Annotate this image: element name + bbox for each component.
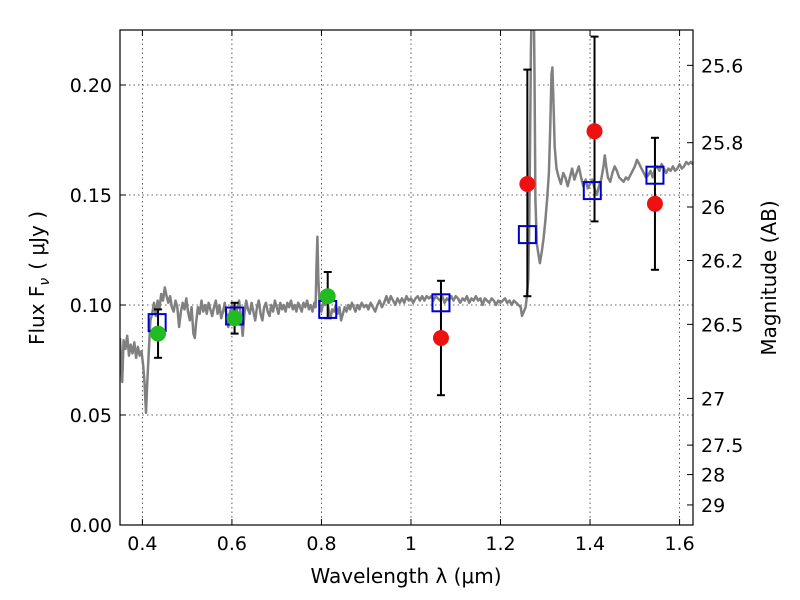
open-square-marker [582,181,602,201]
filled-circle-marker [519,176,536,192]
mag-tick-label: 29 [701,495,725,517]
filled-circle-marker [646,195,663,212]
filled-circle-marker [226,310,243,327]
open-square-marker [517,225,537,245]
x-tick-label: 0.8 [306,533,336,555]
mag-tick-label: 26.2 [701,251,743,273]
mag-tick-label: 26 [701,197,725,219]
x-tick-label: 0.6 [217,533,247,555]
mag-tick-label: 25.6 [701,55,743,77]
y-tick-label: 0.05 [70,405,112,427]
y-axis-label: Flux Fν ( μJy ) [25,211,53,345]
open-square-marker [431,293,451,313]
spectrum-line [120,30,693,415]
axis-ticks: 0.4 0.6 0.8 1 1.2 1.4 1.6 0.00 0.05 0.10 0.15 0.20 2… [70,30,743,555]
plot-frame [119,29,694,526]
filled-circle-marker [319,288,336,305]
svg-text:Flux Fν( μJy ): Flux Fν ( μJy ) [25,211,53,345]
x-tick-label: 0.4 [127,533,157,555]
x-tick-label: 1.6 [664,533,694,555]
error-bars [154,35,659,397]
y-axis-label-main: Flux F [25,286,49,345]
y-axis-label-unit: ( μJy ) [25,211,49,270]
x-tick-label: 1 [405,533,417,555]
filled-circle-marker [432,330,449,346]
open-square-marker [645,165,665,185]
mag-tick-label: 27.5 [701,435,743,457]
filled-circle-marker [586,123,603,140]
x-axis-label: Wavelength λ (μm) [310,564,501,588]
filled-circle-marker [150,325,167,342]
data-markers [147,123,665,346]
mag-tick-label: 26.5 [701,314,743,336]
mag-tick-label: 28 [701,465,725,487]
y-tick-label: 0.00 [70,515,112,537]
mag-tick-label: 27 [701,388,725,410]
model-spectrum [120,30,693,415]
y-tick-label: 0.20 [70,75,112,97]
y-axis-label-sub: ν [37,278,53,286]
y-tick-label: 0.15 [70,185,112,207]
y-tick-label: 0.10 [70,295,112,317]
x-tick-label: 1.4 [575,533,605,555]
y2-axis-label: Magnitude (AB) [757,200,781,355]
grid-lines [120,30,693,526]
mag-tick-label: 25.8 [701,133,743,155]
x-tick-label: 1.2 [485,533,515,555]
